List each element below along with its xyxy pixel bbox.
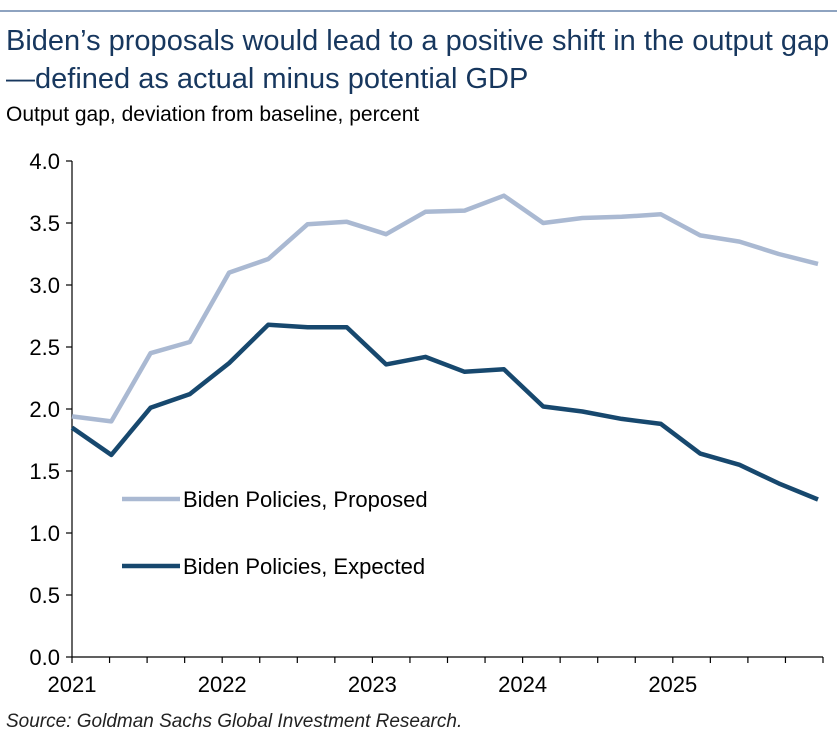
axes: 0.0 0.5 1.0 1.5 2.0 2.5 3.0 3.5 4.0 2021 2022 2023 2… — [29, 149, 824, 697]
legend: Biden Policies, Proposed Biden Policies, … — [122, 487, 428, 579]
chart-title: Biden’s proposals would lead to a positi… — [6, 25, 830, 95]
y-tick-label: 2.0 — [29, 397, 60, 422]
y-tick-label: 1.0 — [29, 521, 60, 546]
y-tick-label: 0.0 — [29, 645, 60, 670]
x-tick-label: 2021 — [48, 672, 97, 697]
y-tick-label: 1.5 — [29, 459, 60, 484]
y-tick-label: 2.5 — [29, 335, 60, 360]
y-tick-label: 3.5 — [29, 211, 60, 236]
y-tick-label: 0.5 — [29, 583, 60, 608]
chart-subtitle: Output gap, deviation from baseline, per… — [6, 103, 420, 126]
series-line-proposed — [71, 193, 819, 424]
y-tick-label: 4.0 — [29, 149, 60, 174]
legend-label-proposed: Biden Policies, Proposed — [183, 487, 428, 512]
x-tick-label: 2023 — [348, 672, 397, 697]
source-note: Source: Goldman Sachs Global Investment … — [6, 711, 463, 732]
top-rule — [0, 10, 837, 12]
y-tick-label: 3.0 — [29, 273, 60, 298]
legend-label-expected: Biden Policies, Expected — [183, 554, 425, 579]
series-line-expected — [70, 322, 819, 502]
x-tick-label: 2022 — [198, 672, 247, 697]
series-lines — [70, 193, 819, 502]
x-tick-label: 2024 — [498, 672, 547, 697]
x-tick-label: 2025 — [648, 672, 697, 697]
